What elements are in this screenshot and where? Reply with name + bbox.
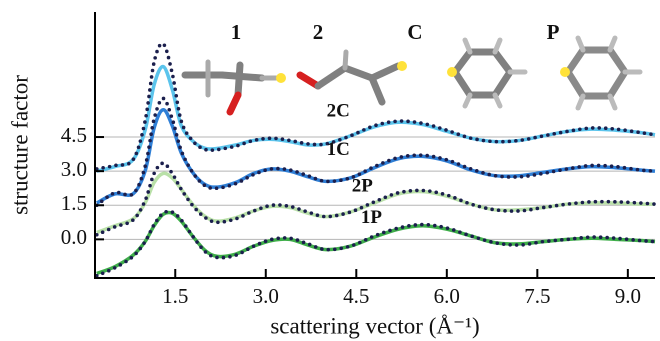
x-axis-title: scattering vector (Å⁻¹) <box>270 313 479 338</box>
curve-label: 2C <box>327 100 350 121</box>
molecules <box>185 38 640 112</box>
molecule-label: 1 <box>231 20 242 44</box>
molecule-p <box>560 38 640 108</box>
y-tick-label: 3.0 <box>61 157 87 181</box>
y-tick-label: 4.5 <box>61 123 87 147</box>
x-tick-label: 3.0 <box>253 284 279 308</box>
molecule-2 <box>300 52 407 102</box>
x-tick-label: 6.0 <box>434 284 460 308</box>
y-tick-label: 1.5 <box>61 191 87 215</box>
y-tick-label: 0.0 <box>61 225 87 249</box>
molecule-1 <box>185 62 286 112</box>
x-tick-label: 9.0 <box>615 284 641 308</box>
molecule-label: 2 <box>313 20 324 44</box>
x-tick-label: 7.5 <box>524 284 550 308</box>
curve-label: 2P <box>352 175 374 196</box>
x-tick-label: 4.5 <box>343 284 369 308</box>
y-axis-title: structure factor <box>7 75 32 215</box>
molecule-label: P <box>547 20 560 44</box>
curve-label: 1C <box>327 139 350 160</box>
curve-label: 1P <box>361 207 383 228</box>
molecule-c <box>447 40 525 106</box>
molecule-label: C <box>407 20 422 44</box>
x-tick-label: 1.5 <box>162 284 188 308</box>
chart: scattering vector (Å⁻¹) structure factor… <box>0 0 660 341</box>
